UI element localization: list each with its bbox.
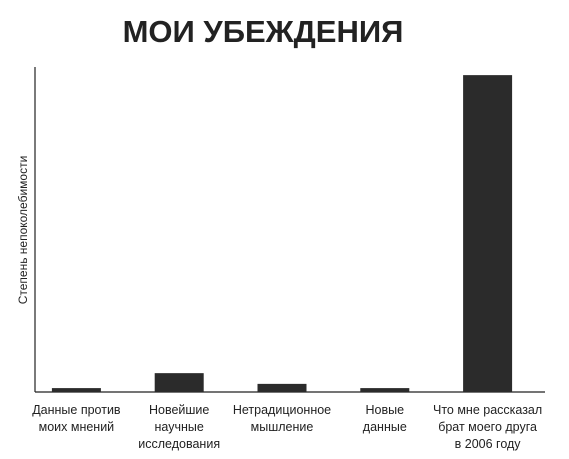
bar <box>360 388 410 392</box>
y-axis-label: Степень непоколебимости <box>16 156 30 305</box>
x-tick-label: Нетрадиционное мышление <box>232 403 332 434</box>
chart-title: МОИ УБЕЖДЕНИЯ <box>123 14 404 49</box>
bar <box>463 75 513 392</box>
x-tick-label: Новые данные <box>362 403 407 434</box>
bar <box>51 388 101 392</box>
bar <box>154 373 204 392</box>
bar <box>257 383 307 392</box>
x-tick-label: Новейшие научные исследования <box>138 403 221 451</box>
x-tick-label: Данные против моих мнений <box>32 403 121 434</box>
x-tick-label: Что мне рассказал брат моего друга в 200… <box>432 403 543 451</box>
